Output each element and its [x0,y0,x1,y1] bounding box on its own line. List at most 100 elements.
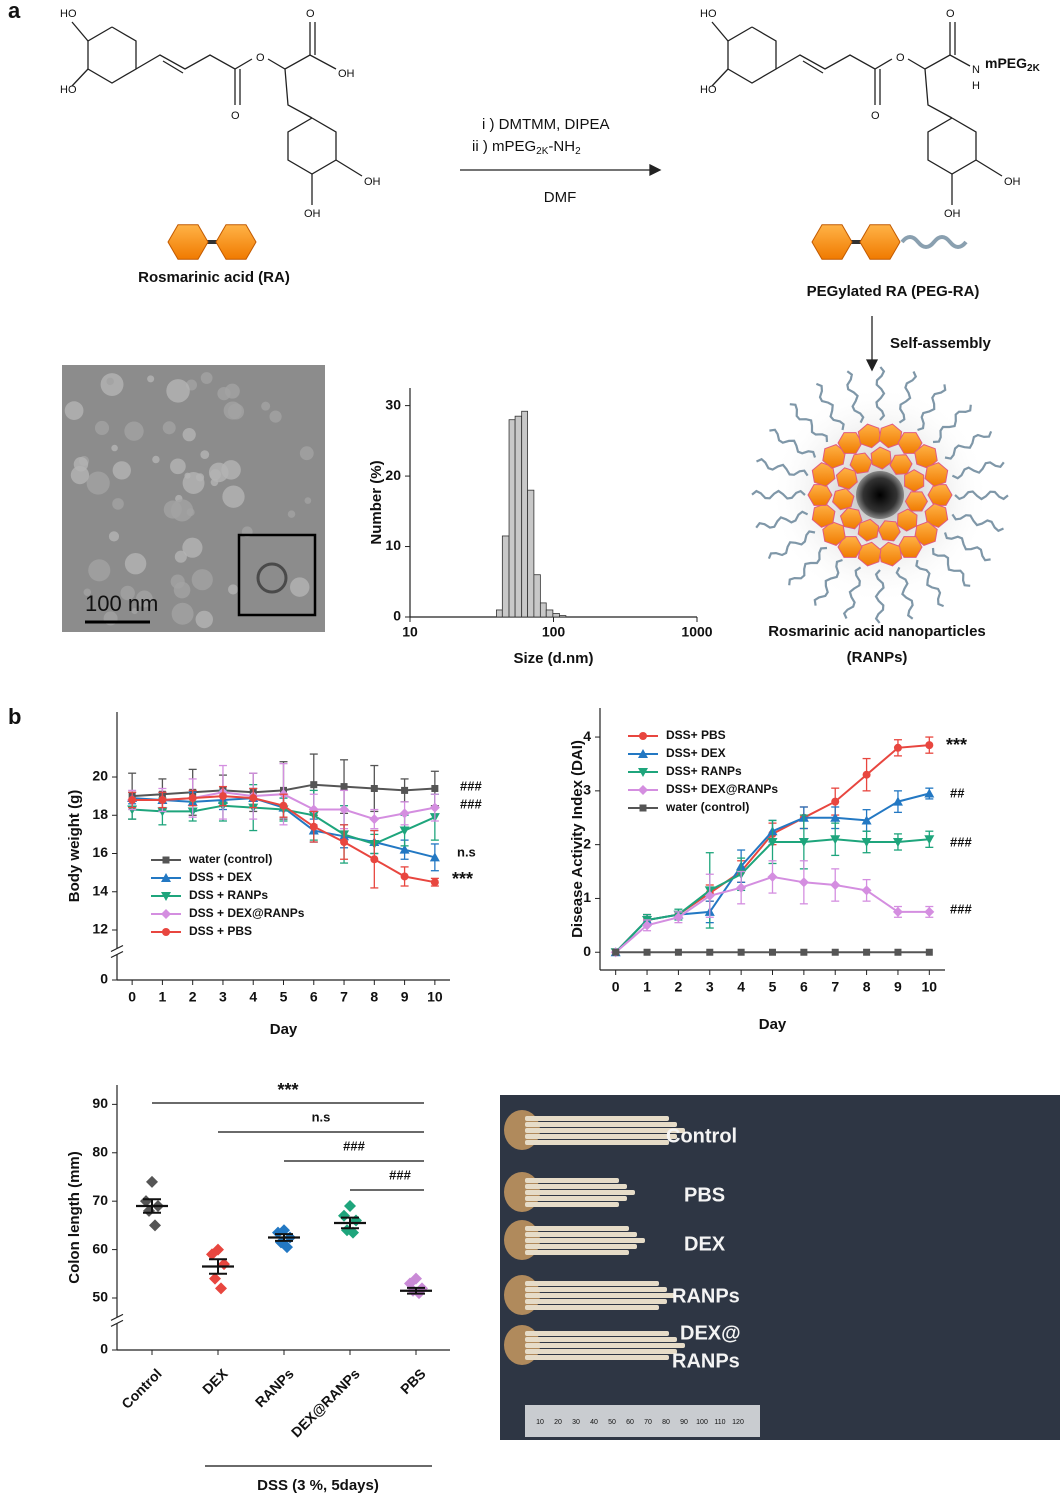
marker [737,948,745,956]
particle [111,444,118,452]
x-tick-label: Control [118,1365,165,1412]
marker [893,743,902,752]
y-tick-label: 0 [393,608,401,624]
colon [525,1128,685,1133]
x-axis-label: Day [759,1016,787,1033]
colon [525,1355,669,1360]
marker [158,795,167,804]
ruler-label: 10 [536,1419,544,1426]
peg-chain [875,366,886,421]
hexagon [877,520,901,542]
particle [112,461,131,480]
legend-label: DSS + DEX [189,870,252,884]
marker [736,882,747,893]
particle [170,458,186,475]
hexagon [924,462,949,487]
x-tick-label: 1000 [681,624,712,640]
marker [861,815,872,825]
scale-label: 100 nm [85,591,158,616]
marker [800,948,808,956]
colon [525,1349,677,1354]
point [146,1175,158,1188]
photo [500,1095,1060,1440]
x-tick-label: RANPs [252,1365,297,1410]
ruler-label: 80 [662,1419,670,1426]
y-tick-label: 80 [92,1143,108,1159]
particle [304,497,312,504]
atom: OH [1004,176,1021,188]
hexagon [822,444,846,469]
panel-label: b [8,704,21,729]
marker [309,822,318,831]
bar [514,415,523,618]
point [338,1209,350,1222]
colon [525,1250,629,1255]
x-tick-label: 1 [643,979,651,995]
hexagon [927,484,953,506]
marker [863,948,871,956]
legend-label: water (control) [188,852,272,866]
y-tick-label: 0 [100,1341,108,1357]
reagent-sub: 2 [575,146,581,157]
marker [862,770,871,779]
marker [925,948,933,956]
colon [525,1238,645,1243]
legend-label: DSS+ PBS [666,728,726,742]
particle [135,590,153,608]
marker [430,878,439,887]
colon [525,1134,677,1139]
y-axis-label: Disease Activity Index (DAI) [569,740,586,938]
atom: H [972,80,980,92]
x-tick-label: 6 [310,989,318,1005]
marker [399,844,410,854]
particle [221,460,241,480]
y-tick-label: 14 [92,882,108,898]
x-tick-label: 5 [280,989,288,1005]
atom: O [871,110,880,122]
marker [218,792,227,801]
x-tick-label: 9 [894,979,902,995]
inset-box [237,533,317,617]
y-tick-label: 30 [385,396,401,412]
atom: O [896,52,905,64]
legend-marker [161,909,171,919]
x-tick-label: 10 [402,624,418,640]
peg-chain [954,490,1009,501]
hexagon [904,469,925,493]
hexagon [870,446,892,470]
marker [769,948,776,956]
hexagon [837,536,863,558]
x-tick-label: 2 [189,989,197,1005]
y-tick-label: 18 [92,806,108,822]
marker [399,808,410,819]
atom: OH [364,176,381,188]
hexagon [889,454,913,475]
atom-labels: HO HO O O O OH OH OH HO HO O O O N H OH … [60,8,1041,220]
peg-chain [815,382,845,431]
x-tick-label: 8 [370,989,378,1005]
hexagon [832,487,855,511]
atom: OH [304,208,321,220]
peg-chain [951,513,1004,533]
x-tick-label: 1 [159,989,167,1005]
bar [527,489,535,618]
particle [200,450,210,459]
solvent: DMF [544,189,577,206]
x-tick-label: 7 [831,979,839,995]
y-tick-label: 3 [583,782,591,798]
peg-chain [755,510,809,529]
legend-marker [638,749,648,758]
annotation: *** [452,869,473,889]
y-axis-label: Colon length (mm) [66,1151,83,1283]
x-tick-label: 3 [706,979,714,995]
peg-chain [917,384,947,432]
ruler-label: 100 [696,1419,708,1426]
particle [299,446,314,461]
particle [261,401,271,411]
ruler-label: 110 [714,1419,725,1426]
peg-chain [931,547,971,587]
colon [525,1232,637,1237]
comparison-label: ### [343,1138,365,1153]
reagent: ii ) mPEG2K-NH2 [472,138,581,157]
